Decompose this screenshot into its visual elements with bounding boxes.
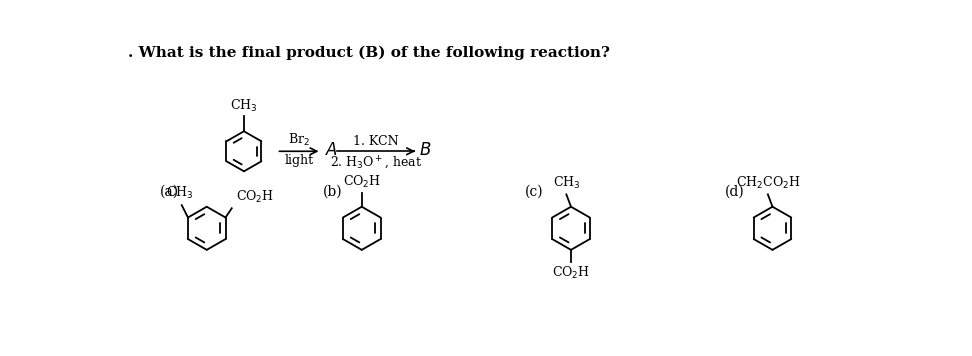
Text: 2. H$_3$O$^+$, heat: 2. H$_3$O$^+$, heat (330, 155, 422, 171)
Text: 1. KCN: 1. KCN (353, 135, 399, 148)
Text: CO$_2$H: CO$_2$H (552, 265, 590, 281)
Text: CH$_3$: CH$_3$ (553, 175, 580, 191)
Text: Br$_2$: Br$_2$ (288, 132, 310, 148)
Text: CO$_2$H: CO$_2$H (236, 189, 274, 205)
Text: (c): (c) (525, 185, 543, 199)
Text: $B$: $B$ (419, 142, 432, 159)
Text: light: light (285, 155, 314, 167)
Text: CH$_2$CO$_2$H: CH$_2$CO$_2$H (736, 175, 800, 191)
Text: (a): (a) (160, 185, 180, 199)
Text: . What is the final product (B) of the following reaction?: . What is the final product (B) of the f… (127, 46, 609, 60)
Text: CO$_2$H: CO$_2$H (343, 174, 381, 190)
Text: $A$: $A$ (326, 142, 338, 159)
Text: CH$_3$: CH$_3$ (230, 98, 258, 114)
Text: (d): (d) (724, 185, 745, 199)
Text: CH$_3$: CH$_3$ (166, 184, 194, 200)
Text: (b): (b) (323, 185, 342, 199)
